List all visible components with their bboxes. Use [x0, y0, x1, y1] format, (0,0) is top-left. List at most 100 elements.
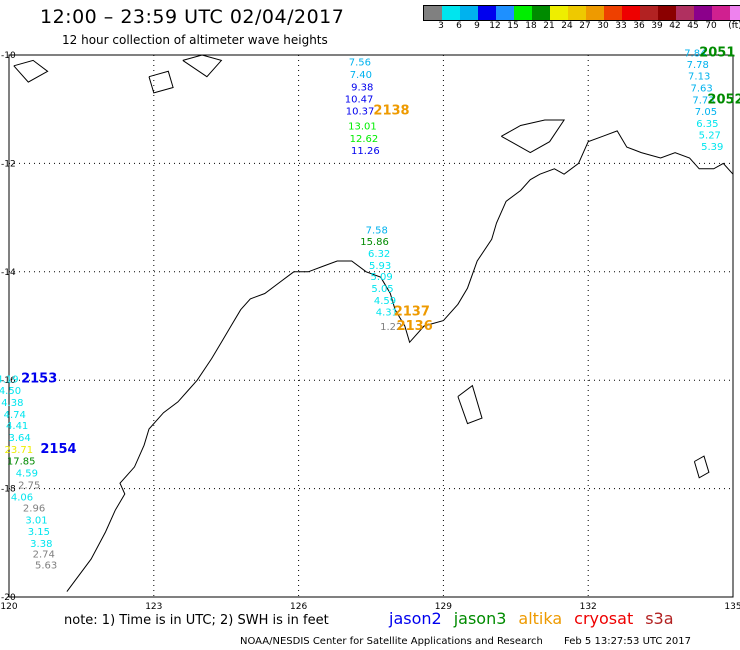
wave-height-label: 5.39	[701, 142, 723, 153]
footer: NOAA/NESDIS Center for Satellite Applica…	[240, 636, 691, 647]
coastline	[148, 70, 174, 94]
legend-label: 3	[438, 21, 444, 31]
satellite-cryosat: cryosat	[574, 609, 634, 628]
wave-height-label: 5.09	[370, 272, 392, 283]
legend-label: 70	[705, 21, 717, 31]
wave-height-label: 23.71	[4, 445, 33, 456]
wave-height-label: 10.47	[345, 94, 374, 105]
y-tick-label: -10	[1, 51, 16, 61]
wave-height-label: 17.85	[7, 456, 36, 467]
legend-swatch	[604, 6, 622, 20]
legend-label: 42	[669, 21, 681, 31]
legend-label: 9	[474, 21, 480, 31]
footer-timestamp: Feb 5 13:27:53 UTC 2017	[564, 636, 692, 647]
legend-swatch	[496, 6, 514, 20]
coastline	[13, 59, 49, 83]
wave-height-label: 4.06	[11, 493, 33, 504]
y-tick-label: -16	[1, 376, 16, 386]
wave-height-label: 4.59	[16, 468, 38, 479]
pass-number-label: 2052	[707, 92, 740, 107]
legend-swatch	[442, 6, 460, 20]
x-tick-label: 129	[435, 602, 452, 612]
legend-swatch	[568, 6, 586, 20]
x-tick-label: 135	[724, 602, 740, 612]
map-frame	[8, 54, 734, 598]
pass-number-label: 2136	[397, 319, 433, 334]
legend-label: 45	[687, 21, 699, 31]
legend-label: 18	[525, 21, 537, 31]
wave-height-label: 3.64	[8, 433, 30, 444]
wave-height-label: 13.01	[348, 121, 377, 132]
wave-height-label: 7.73	[692, 95, 714, 106]
coastline	[457, 384, 483, 425]
wave-height-label: 7.63	[690, 84, 712, 95]
legend-swatch	[640, 6, 658, 20]
y-tick-label: -14	[1, 268, 16, 278]
wave-height-label: 7.56	[349, 58, 371, 69]
legend-swatch	[478, 6, 496, 20]
wave-height-label: 4.31	[376, 307, 398, 318]
wave-height-label: 5.05	[371, 284, 393, 295]
legend-label: 30	[597, 21, 609, 31]
wave-height-label: 2.74	[33, 550, 55, 561]
legend-swatch	[694, 6, 712, 20]
x-tick-label: 120	[0, 602, 17, 612]
pass-number-label: 2154	[40, 442, 76, 457]
legend-swatch	[730, 6, 740, 20]
wave-height-label: 5.63	[35, 560, 57, 571]
x-tick-label: 123	[145, 602, 162, 612]
legend-swatch	[550, 6, 568, 20]
pass-number-label: 2137	[394, 304, 430, 319]
wave-height-label: 4.19	[0, 375, 19, 386]
y-tick-label: -12	[1, 159, 16, 169]
x-tick-label: 126	[290, 602, 307, 612]
y-tick-label: -18	[1, 485, 16, 495]
wave-height-label: 4.41	[6, 421, 28, 432]
coastline	[182, 54, 223, 78]
legend-label: 21	[543, 21, 555, 31]
color-scale-legend	[423, 5, 740, 21]
wave-height-label: 4.59	[374, 296, 396, 307]
legend-label: 6	[456, 21, 462, 31]
satellite-s3a: s3a	[645, 609, 674, 628]
legend-swatch	[658, 6, 676, 20]
y-tick-label: -20	[1, 593, 16, 603]
satellite-altika: altika	[518, 609, 563, 628]
footer-agency: NOAA/NESDIS Center for Satellite Applica…	[240, 636, 543, 647]
wave-height-label: 7.84	[684, 48, 706, 59]
page-subtitle: 12 hour collection of altimeter wave hei…	[62, 33, 328, 47]
wave-height-label: 7.05	[695, 107, 717, 118]
wave-height-label: 6.32	[368, 249, 390, 260]
wave-height-label: 4.50	[0, 386, 21, 397]
wave-height-label: 9.38	[351, 82, 373, 93]
legend-swatch	[586, 6, 604, 20]
wave-height-label: 7.40	[350, 70, 372, 81]
wave-height-label: 3.01	[25, 515, 47, 526]
pass-number-label: 2051	[699, 45, 735, 60]
wave-height-label: 1.22	[380, 322, 402, 333]
wave-height-label: 5.93	[369, 261, 391, 272]
wave-height-label: 15.86	[360, 237, 389, 248]
wave-height-label: 2.75	[18, 480, 40, 491]
legend-swatch	[514, 6, 532, 20]
legend-label: 39	[651, 21, 663, 31]
wave-height-label: 7.78	[687, 60, 709, 71]
legend-label: 27	[579, 21, 591, 31]
legend-swatch	[532, 6, 550, 20]
wave-height-label: 4.74	[4, 410, 26, 421]
pass-number-label: 2153	[21, 372, 57, 387]
legend-swatch	[622, 6, 640, 20]
coastline	[501, 119, 566, 154]
legend-swatch	[460, 6, 478, 20]
satellite-legend: jason2 jason3 altika cryosat s3a	[389, 609, 686, 628]
wave-height-label: 3.15	[28, 527, 50, 538]
wave-height-label: 7.13	[688, 72, 710, 83]
legend-label: (ft)	[728, 21, 740, 31]
legend-swatch	[712, 6, 730, 20]
legend-swatch	[676, 6, 694, 20]
legend-label: 33	[615, 21, 627, 31]
wave-height-label: 7.58	[366, 226, 388, 237]
pass-number-label: 2138	[373, 103, 409, 118]
wave-height-label: 3.38	[30, 539, 52, 550]
